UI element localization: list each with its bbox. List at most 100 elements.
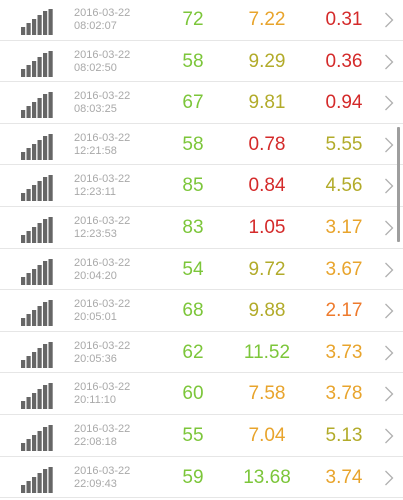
timestamp: 2016-03-22 08:02:50 [74, 49, 130, 75]
chevron-right-icon[interactable] [384, 54, 394, 70]
timestamp: 2016-03-22 20:11:10 [74, 381, 130, 407]
list-item[interactable]: 2016-03-22 20:04:20 54 9.72 3.67 [0, 249, 403, 291]
row-time: 20:05:36 [74, 352, 117, 365]
list-item[interactable]: 2016-03-22 08:03:25 67 9.81 0.94 [0, 82, 403, 124]
value-2: 9.81 [248, 92, 286, 114]
signal-bars-icon [21, 175, 53, 202]
row-date: 2016-03-22 [74, 422, 131, 435]
list-item[interactable]: 2016-03-22 22:08:18 55 7.04 5.13 [0, 415, 403, 457]
value-2: 9.72 [248, 258, 286, 280]
row-date: 2016-03-22 [74, 381, 131, 394]
list-item[interactable]: 2016-03-22 20:05:36 62 11.52 3.73 [0, 332, 403, 374]
row-date: 2016-03-22 [74, 131, 131, 144]
value-2: 13.68 [243, 466, 291, 488]
value-3: 0.31 [325, 9, 363, 30]
row-date: 2016-03-22 [74, 173, 131, 186]
chevron-right-icon[interactable] [384, 386, 394, 402]
row-time: 20:11:10 [74, 394, 117, 407]
chevron-right-icon[interactable] [384, 95, 394, 111]
value-1: 85 [182, 175, 204, 197]
row-date: 2016-03-22 [74, 464, 131, 477]
value-3: 3.74 [325, 466, 363, 488]
value-3: 3.73 [325, 341, 363, 363]
list-item[interactable]: 2016-03-22 20:05:01 68 9.88 2.17 [0, 290, 403, 332]
chevron-right-icon[interactable] [384, 12, 394, 28]
timestamp: 2016-03-22 20:05:01 [74, 298, 130, 324]
timestamp: 2016-03-22 08:03:25 [74, 90, 130, 116]
list-item[interactable]: 2016-03-22 12:23:53 83 1.05 3.17 [0, 207, 403, 249]
value-3: 5.13 [325, 424, 363, 446]
row-date: 2016-03-22 [74, 48, 131, 61]
signal-bars-icon [21, 216, 53, 243]
row-time: 22:08:18 [74, 435, 117, 448]
row-date: 2016-03-22 [74, 7, 131, 19]
row-time: 22:09:43 [74, 477, 117, 490]
value-3: 0.94 [325, 92, 363, 114]
chevron-right-icon[interactable] [384, 428, 394, 444]
signal-bars-icon [21, 424, 53, 451]
chevron-right-icon[interactable] [384, 220, 394, 236]
timestamp: 2016-03-22 22:09:43 [74, 465, 130, 491]
value-3: 2.17 [325, 300, 363, 322]
value-1: 72 [182, 9, 204, 30]
signal-bars-icon [21, 92, 53, 119]
row-date: 2016-03-22 [74, 256, 131, 269]
signal-bars-icon [21, 133, 53, 160]
value-3: 4.56 [325, 175, 363, 197]
row-date: 2016-03-22 [74, 90, 131, 103]
value-3: 3.17 [325, 216, 363, 238]
timestamp: 2016-03-22 12:23:53 [74, 215, 130, 241]
chevron-right-icon[interactable] [384, 262, 394, 278]
row-time: 12:23:11 [74, 186, 117, 199]
signal-bars-icon [21, 300, 53, 327]
scrollbar[interactable] [397, 127, 400, 242]
row-time: 08:02:50 [74, 61, 117, 74]
list-item[interactable]: 2016-03-22 22:09:43 59 13.68 3.74 [0, 457, 403, 499]
timestamp: 2016-03-22 22:08:18 [74, 423, 130, 449]
value-2: 7.04 [248, 424, 286, 446]
list-item[interactable]: 2016-03-22 08:02:07 72 7.22 0.31 [0, 0, 403, 41]
chevron-right-icon[interactable] [384, 470, 394, 486]
chevron-right-icon[interactable] [384, 303, 394, 319]
row-date: 2016-03-22 [74, 214, 131, 227]
value-2: 11.52 [243, 341, 291, 363]
value-1: 58 [182, 133, 204, 155]
signal-bars-icon [21, 383, 53, 410]
list-item[interactable]: 2016-03-22 20:11:10 60 7.58 3.78 [0, 373, 403, 415]
timestamp: 2016-03-22 08:02:07 [74, 7, 130, 33]
timestamp: 2016-03-22 12:23:11 [74, 173, 130, 199]
row-time: 12:21:58 [74, 144, 117, 157]
chevron-right-icon[interactable] [384, 345, 394, 361]
chevron-right-icon[interactable] [384, 178, 394, 194]
value-1: 83 [182, 216, 204, 238]
row-time: 20:04:20 [74, 269, 117, 282]
value-2: 1.05 [248, 216, 286, 238]
value-3: 5.55 [325, 133, 363, 155]
value-3: 3.78 [325, 383, 363, 405]
signal-bars-icon [21, 50, 53, 77]
row-date: 2016-03-22 [74, 339, 131, 352]
value-1: 68 [182, 300, 204, 322]
signal-bars-icon [21, 9, 53, 35]
value-1: 59 [182, 466, 204, 488]
list-item[interactable]: 2016-03-22 12:23:11 85 0.84 4.56 [0, 165, 403, 207]
value-3: 3.67 [325, 258, 363, 280]
value-1: 58 [182, 50, 204, 72]
signal-bars-icon [21, 466, 53, 493]
value-3: 0.36 [325, 50, 363, 72]
timestamp: 2016-03-22 20:05:36 [74, 340, 130, 366]
row-time: 08:02:07 [74, 20, 117, 32]
timestamp: 2016-03-22 12:21:58 [74, 132, 130, 158]
value-1: 67 [182, 92, 204, 114]
value-2: 7.22 [248, 9, 286, 30]
list-item[interactable]: 2016-03-22 12:21:58 58 0.78 5.55 [0, 124, 403, 166]
list-item[interactable]: 2016-03-22 08:02:50 58 9.29 0.36 [0, 41, 403, 83]
chevron-right-icon[interactable] [384, 137, 394, 153]
value-1: 55 [182, 424, 204, 446]
value-1: 62 [182, 341, 204, 363]
value-2: 0.84 [248, 175, 286, 197]
value-2: 9.29 [248, 50, 286, 72]
value-1: 54 [182, 258, 204, 280]
